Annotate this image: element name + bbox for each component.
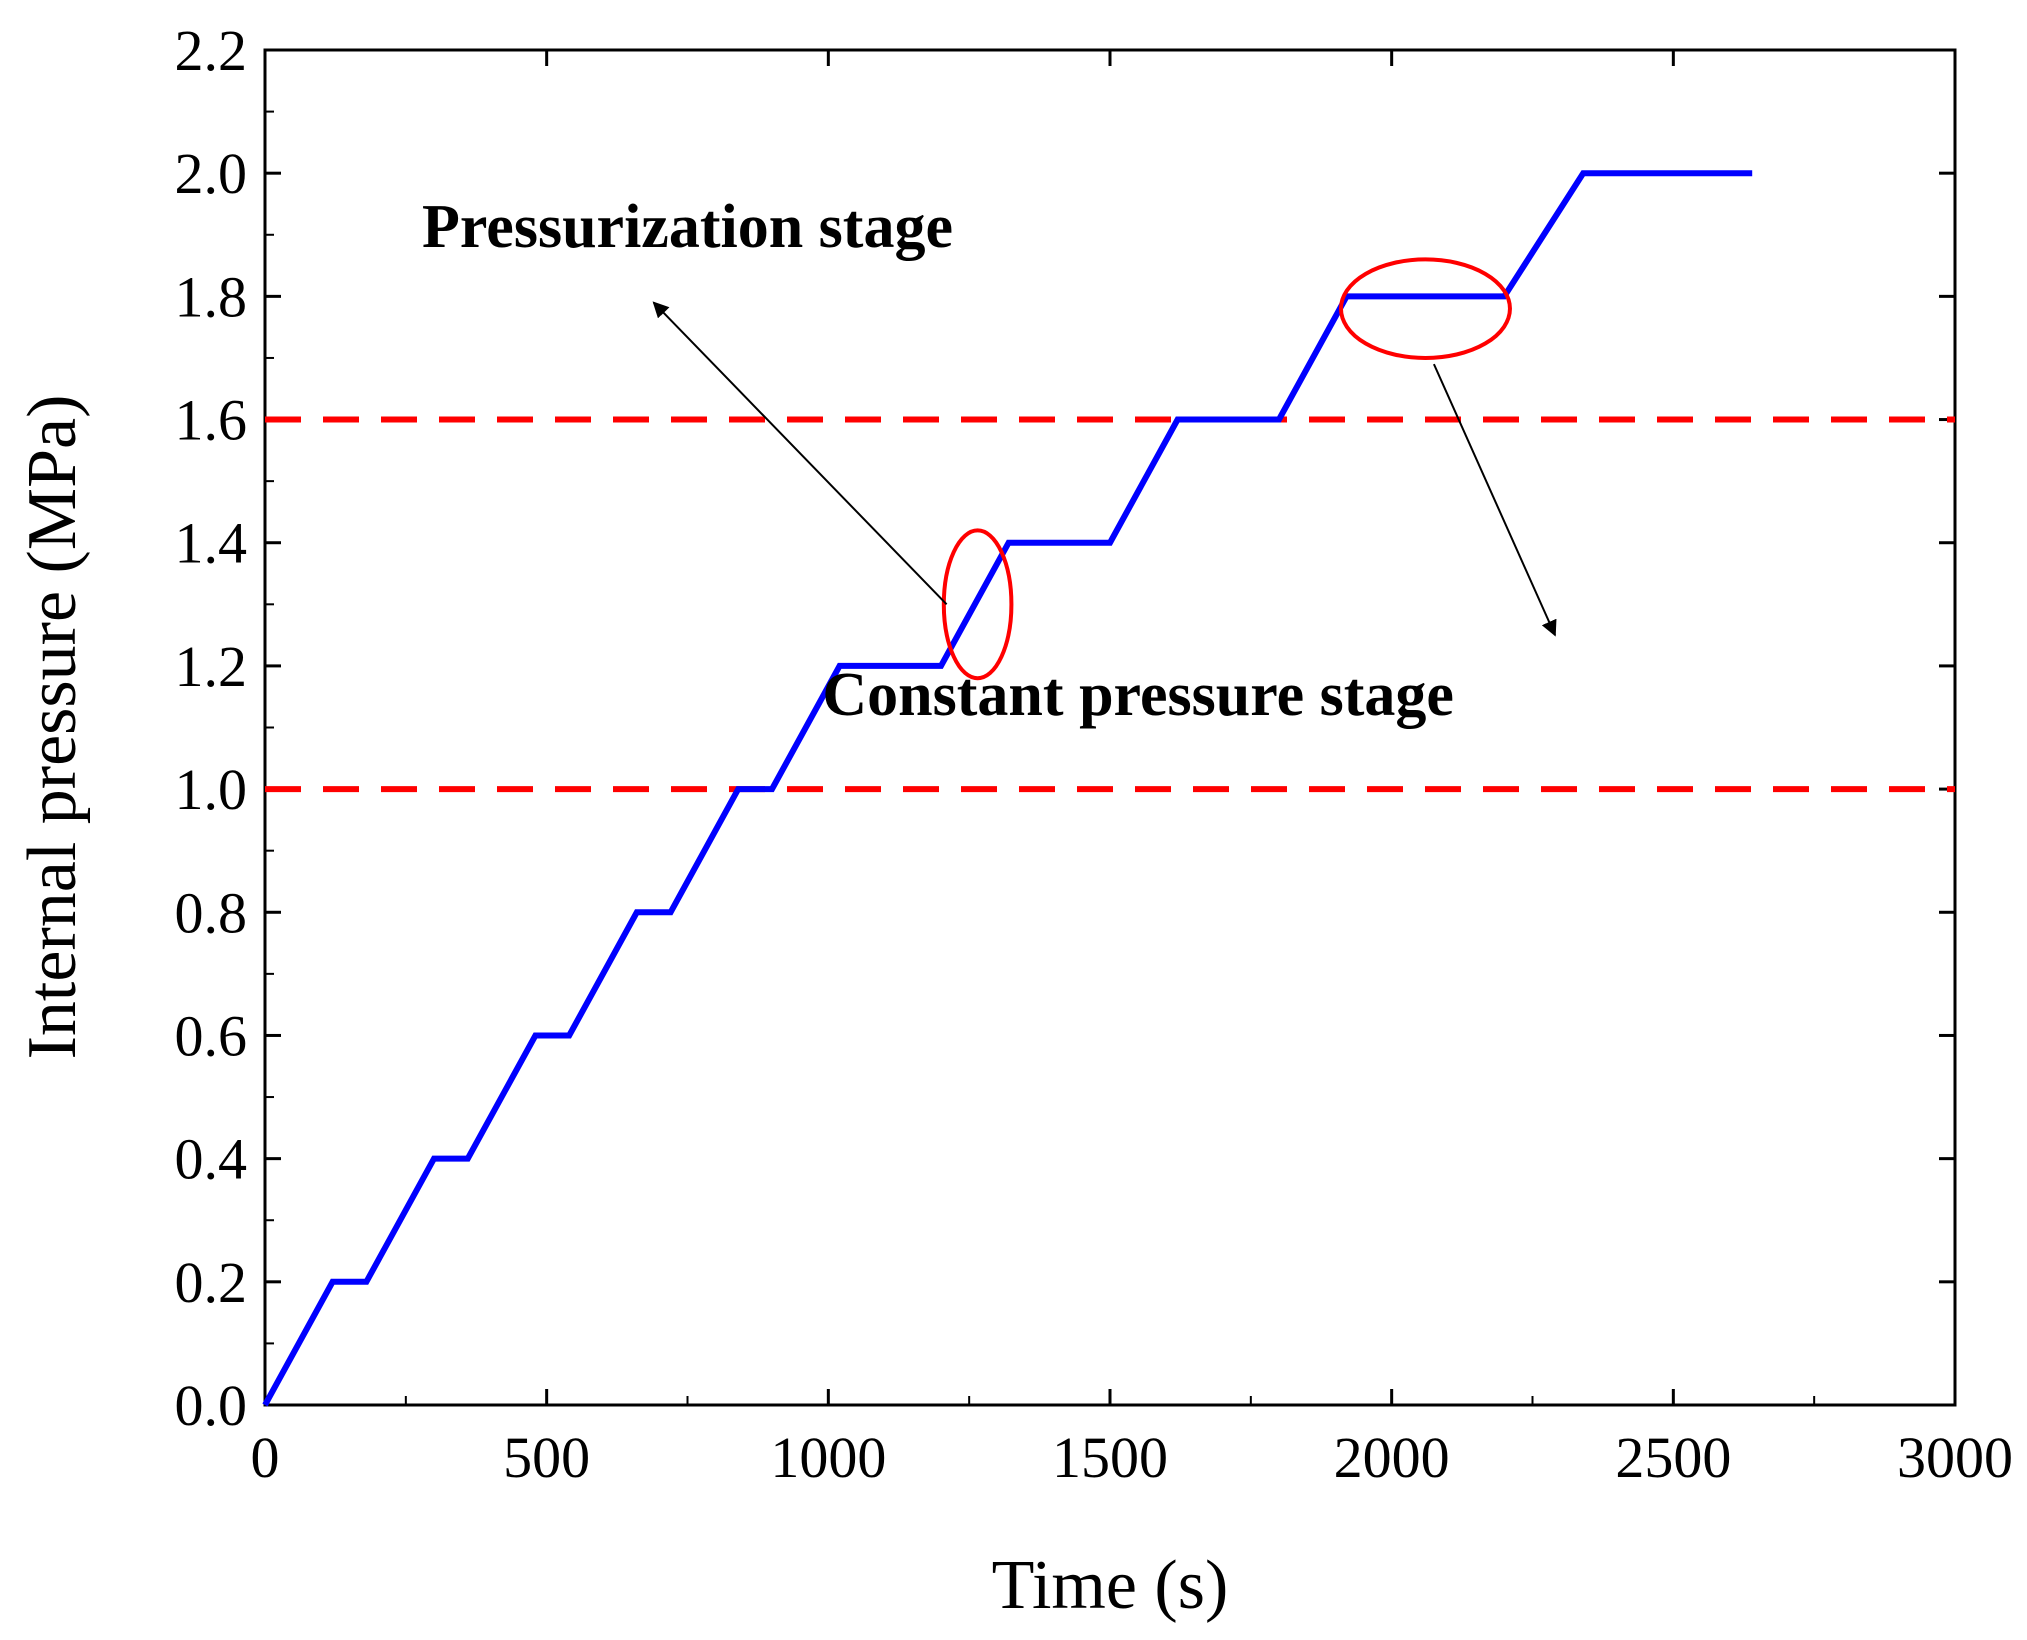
y-tick-label: 0.0: [175, 1373, 248, 1438]
y-tick-label: 1.6: [175, 388, 248, 453]
annotations-layer: Pressurization stage Constant pressure st…: [422, 193, 1557, 729]
x-tick-label: 3000: [1897, 1425, 2013, 1490]
annotation-arrow: [652, 301, 948, 606]
y-tick-label: 1.2: [175, 634, 248, 699]
x-axis-label: Time (s): [992, 1547, 1229, 1624]
y-tick-label: 2.0: [175, 141, 248, 206]
x-tick-label: 500: [503, 1425, 590, 1490]
y-tick-label: 0.8: [175, 880, 248, 945]
annotation-arrow: [1433, 363, 1557, 637]
y-axis-ticks: 0.0 0.2 0.4 0.6 0.8 1.0 1.2 1.4 1.6 1.8 2.0 2.2: [175, 18, 1955, 1438]
series-layer: [262, 170, 1753, 1407]
x-tick-label: 0: [251, 1425, 280, 1490]
y-tick-label: 1.8: [175, 264, 248, 329]
annotation-ellipse: [941, 528, 1014, 681]
y-tick-label: 0.2: [175, 1250, 248, 1315]
y-tick-label: 1.4: [175, 511, 248, 576]
x-axis-ticks: 0 500 1000 1500 2000 2500 3000: [251, 50, 2013, 1490]
y-tick-label: 1.0: [175, 757, 248, 822]
annotation-ellipse: [1338, 257, 1512, 360]
y-tick-label: 0.6: [175, 1003, 248, 1068]
x-tick-label: 1000: [770, 1425, 886, 1490]
annotation-label: Constant pressure stage: [822, 661, 1454, 729]
y-axis-label: Internal pressure (MPa): [14, 395, 91, 1060]
pressure-series-line: [262, 170, 1753, 1407]
x-tick-label: 2000: [1334, 1425, 1450, 1490]
x-tick-label: 2500: [1615, 1425, 1731, 1490]
y-tick-label: 0.4: [175, 1127, 248, 1192]
annotation-label: Pressurization stage: [422, 193, 953, 261]
y-tick-label: 2.2: [175, 18, 248, 83]
x-tick-label: 1500: [1052, 1425, 1168, 1490]
reference-lines: [265, 416, 1955, 793]
